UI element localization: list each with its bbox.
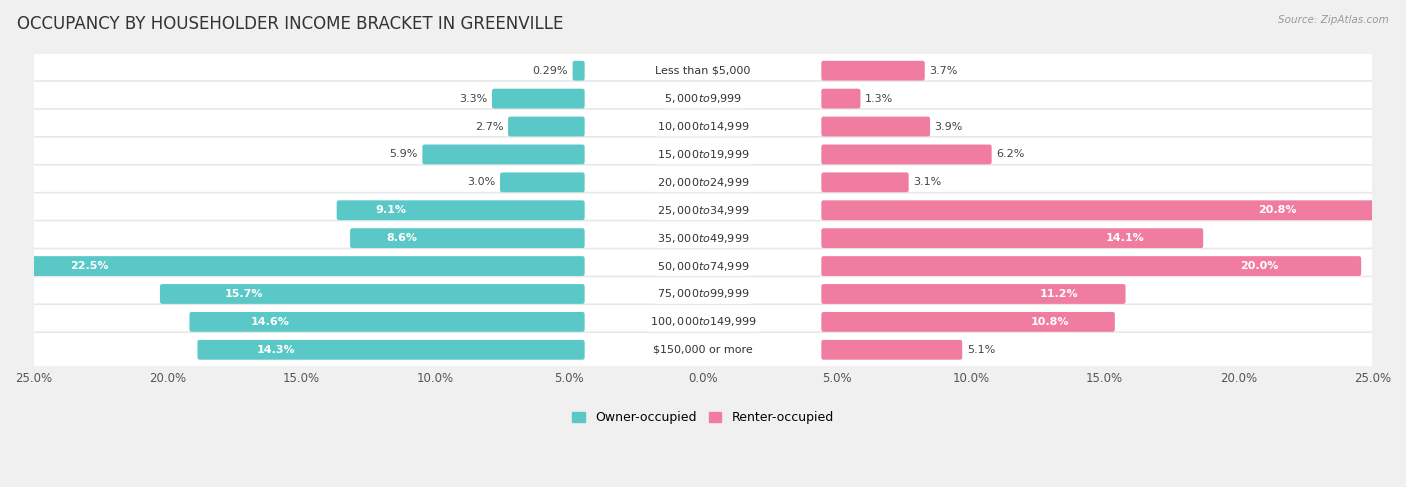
FancyBboxPatch shape xyxy=(821,200,1382,220)
FancyBboxPatch shape xyxy=(422,145,585,164)
FancyBboxPatch shape xyxy=(197,340,585,360)
Text: $15,000 to $19,999: $15,000 to $19,999 xyxy=(657,148,749,161)
Text: 14.1%: 14.1% xyxy=(1105,233,1144,243)
FancyBboxPatch shape xyxy=(27,81,1379,116)
Text: 0.29%: 0.29% xyxy=(533,66,568,75)
FancyBboxPatch shape xyxy=(27,221,1379,256)
Text: 20.0%: 20.0% xyxy=(1240,261,1278,271)
FancyBboxPatch shape xyxy=(27,109,1379,144)
FancyBboxPatch shape xyxy=(27,165,1379,200)
FancyBboxPatch shape xyxy=(821,89,860,109)
Text: Source: ZipAtlas.com: Source: ZipAtlas.com xyxy=(1278,15,1389,25)
Text: $75,000 to $99,999: $75,000 to $99,999 xyxy=(657,287,749,300)
Text: 15.7%: 15.7% xyxy=(225,289,264,299)
Text: 14.3%: 14.3% xyxy=(257,345,295,355)
Text: 3.3%: 3.3% xyxy=(460,94,488,104)
Text: $150,000 or more: $150,000 or more xyxy=(654,345,752,355)
FancyBboxPatch shape xyxy=(160,284,585,304)
FancyBboxPatch shape xyxy=(27,53,1379,88)
Text: OCCUPANCY BY HOUSEHOLDER INCOME BRACKET IN GREENVILLE: OCCUPANCY BY HOUSEHOLDER INCOME BRACKET … xyxy=(17,15,564,33)
Text: 11.2%: 11.2% xyxy=(1040,289,1078,299)
FancyBboxPatch shape xyxy=(27,304,1379,339)
FancyBboxPatch shape xyxy=(0,256,585,276)
FancyBboxPatch shape xyxy=(27,332,1379,367)
FancyBboxPatch shape xyxy=(190,312,585,332)
FancyBboxPatch shape xyxy=(821,116,931,136)
Text: 2.7%: 2.7% xyxy=(475,122,503,131)
FancyBboxPatch shape xyxy=(821,172,908,192)
FancyBboxPatch shape xyxy=(27,137,1379,172)
FancyBboxPatch shape xyxy=(492,89,585,109)
FancyBboxPatch shape xyxy=(350,228,585,248)
Legend: Owner-occupied, Renter-occupied: Owner-occupied, Renter-occupied xyxy=(568,406,838,429)
FancyBboxPatch shape xyxy=(821,145,991,164)
Text: 3.9%: 3.9% xyxy=(935,122,963,131)
FancyBboxPatch shape xyxy=(27,248,1379,283)
Text: 3.7%: 3.7% xyxy=(929,66,957,75)
FancyBboxPatch shape xyxy=(27,277,1379,312)
Text: $100,000 to $149,999: $100,000 to $149,999 xyxy=(650,316,756,328)
Text: 14.6%: 14.6% xyxy=(250,317,290,327)
FancyBboxPatch shape xyxy=(508,116,585,136)
Text: 8.6%: 8.6% xyxy=(387,233,418,243)
FancyBboxPatch shape xyxy=(501,172,585,192)
Text: 3.1%: 3.1% xyxy=(914,177,942,187)
Text: 3.0%: 3.0% xyxy=(467,177,495,187)
Text: 10.8%: 10.8% xyxy=(1031,317,1070,327)
Text: 6.2%: 6.2% xyxy=(997,150,1025,159)
Text: 9.1%: 9.1% xyxy=(375,205,406,215)
Text: 5.9%: 5.9% xyxy=(389,150,418,159)
FancyBboxPatch shape xyxy=(821,340,962,360)
Text: 20.8%: 20.8% xyxy=(1258,205,1296,215)
Text: $5,000 to $9,999: $5,000 to $9,999 xyxy=(664,92,742,105)
Text: $35,000 to $49,999: $35,000 to $49,999 xyxy=(657,232,749,244)
Text: 22.5%: 22.5% xyxy=(70,261,108,271)
Text: $50,000 to $74,999: $50,000 to $74,999 xyxy=(657,260,749,273)
Text: 5.1%: 5.1% xyxy=(967,345,995,355)
FancyBboxPatch shape xyxy=(821,312,1115,332)
FancyBboxPatch shape xyxy=(821,228,1204,248)
Text: $25,000 to $34,999: $25,000 to $34,999 xyxy=(657,204,749,217)
FancyBboxPatch shape xyxy=(27,193,1379,228)
FancyBboxPatch shape xyxy=(336,200,585,220)
FancyBboxPatch shape xyxy=(821,256,1361,276)
Text: $10,000 to $14,999: $10,000 to $14,999 xyxy=(657,120,749,133)
Text: $20,000 to $24,999: $20,000 to $24,999 xyxy=(657,176,749,189)
FancyBboxPatch shape xyxy=(821,284,1126,304)
Text: 1.3%: 1.3% xyxy=(865,94,893,104)
Text: Less than $5,000: Less than $5,000 xyxy=(655,66,751,75)
FancyBboxPatch shape xyxy=(821,61,925,81)
FancyBboxPatch shape xyxy=(572,61,585,81)
